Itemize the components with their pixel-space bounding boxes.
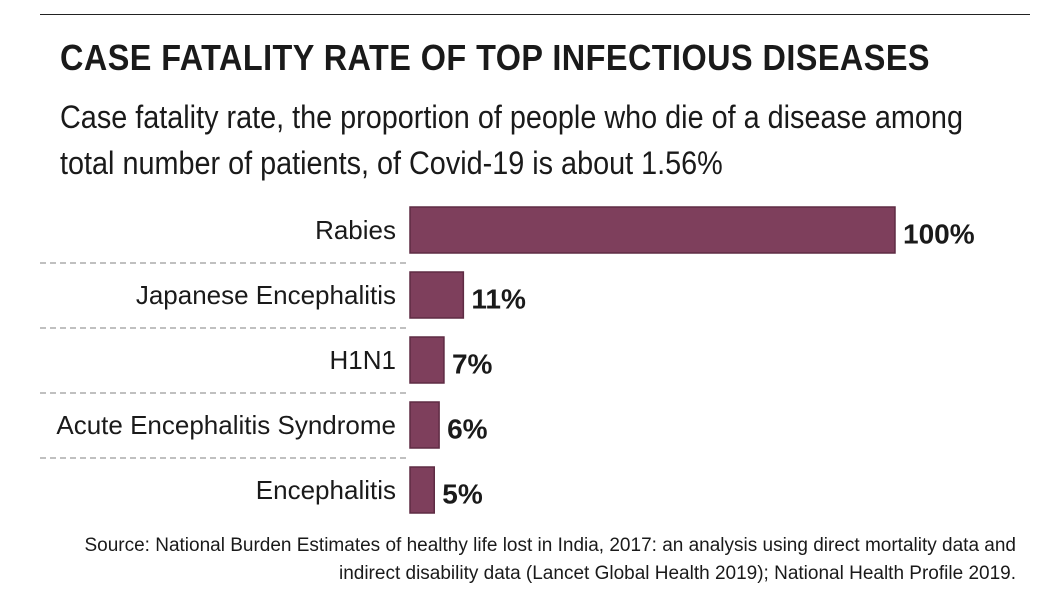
value-label-japanese-encephalitis: 11% [471,284,526,315]
chart-subtitle: Case fatality rate, the proportion of pe… [60,99,963,181]
bar-chart: Rabies 100% Japanese Encephalitis 11% H1N1 7%… [40,206,975,514]
category-label-h1n1: H1N1 [330,345,396,375]
category-label-rabies: Rabies [315,215,396,245]
bar-encephalitis [409,466,435,514]
value-label-acute-encephalitis-syndrome: 6% [447,414,488,445]
value-label-encephalitis: 5% [442,479,483,510]
chart-title: CASE FATALITY RATE OF TOP INFECTIOUS DIS… [60,37,930,78]
category-label-acute-encephalitis-syndrome: Acute Encephalitis Syndrome [56,410,396,440]
bar-h1n1 [409,336,445,384]
category-label-japanese-encephalitis: Japanese Encephalitis [136,280,396,310]
value-label-h1n1: 7% [452,349,493,380]
category-label-encephalitis: Encephalitis [256,475,396,505]
bar-japanese-encephalitis [409,271,465,319]
source-note: Source: National Burden Estimates of hea… [84,535,1016,584]
bar-rabies [409,206,896,254]
value-label-rabies: 100% [903,219,975,250]
top-rule [40,14,1030,15]
bar-acute-encephalitis-syndrome [409,401,440,449]
